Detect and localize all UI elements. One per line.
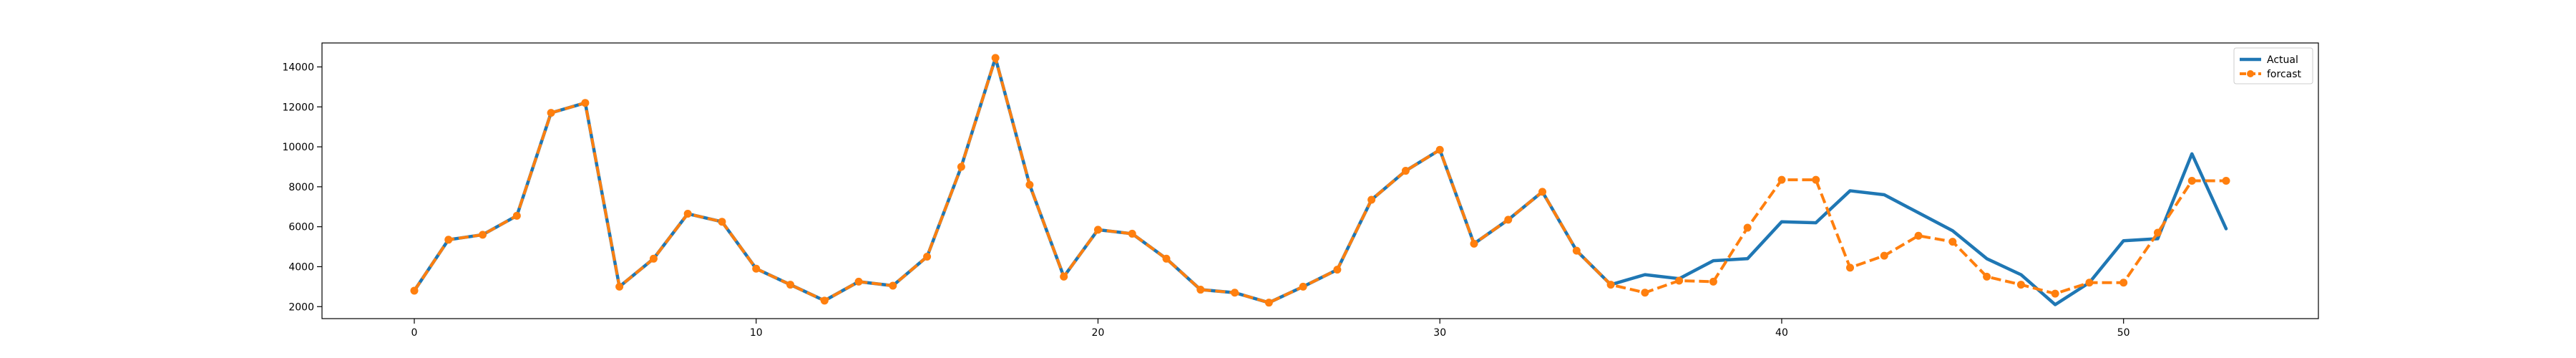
x-tick-label: 0: [411, 327, 418, 339]
data-point-forcast: [1572, 246, 1581, 255]
data-point-forcast: [786, 281, 794, 289]
data-point-forcast: [1435, 145, 1444, 154]
data-point-forcast: [1983, 272, 1991, 281]
data-point-forcast: [991, 54, 1000, 62]
data-point-forcast: [820, 296, 829, 305]
data-point-forcast: [718, 218, 726, 226]
y-tick-label: 6000: [288, 222, 314, 233]
data-point-forcast: [1948, 238, 1957, 246]
data-point-forcast: [1709, 277, 1717, 286]
data-point-forcast: [1777, 175, 1786, 184]
y-tick-label: 2000: [288, 301, 314, 313]
data-point-forcast: [854, 277, 863, 286]
data-point-forcast: [889, 281, 897, 290]
legend: Actual forcast: [2233, 47, 2313, 84]
data-point-forcast: [683, 210, 692, 218]
x-tick-label: 50: [2117, 327, 2130, 339]
y-tick-label: 12000: [282, 102, 314, 113]
data-point-forcast: [1606, 281, 1615, 289]
y-tick-label: 8000: [288, 182, 314, 193]
y-tick-label: 4000: [288, 261, 314, 273]
data-point-forcast: [1025, 180, 1034, 189]
data-point-forcast: [581, 99, 590, 107]
data-point-forcast: [649, 254, 658, 263]
data-point-forcast: [1367, 195, 1376, 204]
data-point-forcast: [2016, 281, 2025, 289]
plot-frame: [321, 42, 2319, 319]
data-point-forcast: [410, 286, 419, 295]
y-tick-label: 14000: [282, 62, 314, 73]
axes-layer: 0 10 20 30 40 50 2000 4000 6000 8000 10000 12000 140…: [282, 42, 2319, 339]
data-point-forcast: [1641, 289, 1649, 297]
data-point-forcast: [957, 163, 965, 171]
y-tick-label: 10000: [282, 142, 314, 153]
legend-label-forcast: forcast: [2267, 69, 2302, 80]
data-point-forcast: [615, 282, 624, 291]
legend-marker-forcast: [2247, 70, 2254, 77]
data-point-forcast: [512, 211, 521, 220]
data-point-forcast: [1470, 239, 1478, 248]
data-point-forcast: [1880, 251, 1888, 260]
data-point-forcast: [1299, 282, 1307, 291]
data-point-forcast: [1675, 276, 1684, 285]
data-point-forcast: [2222, 177, 2230, 185]
data-point-forcast: [1093, 226, 1102, 234]
data-point-forcast: [923, 253, 932, 261]
legend-label-actual: Actual: [2267, 54, 2298, 66]
data-point-forcast: [1914, 231, 1923, 240]
data-point-forcast: [752, 264, 761, 273]
data-point-forcast: [1231, 289, 1239, 297]
data-point-forcast: [2119, 279, 2128, 287]
data-point-forcast: [1812, 175, 1820, 184]
data-point-forcast: [444, 236, 453, 244]
data-point-forcast: [1401, 167, 1410, 175]
x-tick-label: 30: [1433, 327, 1446, 339]
x-tick-label: 40: [1775, 327, 1788, 339]
data-point-forcast: [1743, 223, 1752, 232]
data-point-forcast: [1128, 229, 1136, 238]
data-point-forcast: [1196, 286, 1205, 294]
data-point-forcast: [1060, 272, 1068, 281]
data-point-forcast: [1504, 216, 1513, 224]
data-point-forcast: [1264, 299, 1273, 307]
series-line-forcast: [413, 56, 2227, 304]
data-point-forcast: [2085, 279, 2094, 287]
data-point-forcast: [2153, 228, 2162, 237]
data-point-forcast: [1333, 266, 1342, 274]
data-point-forcast: [1162, 254, 1171, 263]
data-point-forcast: [1538, 188, 1547, 196]
data-point-forcast: [1846, 263, 1854, 272]
data-point-forcast: [2051, 289, 2059, 298]
data-point-forcast: [547, 109, 555, 117]
data-point-forcast: [479, 231, 487, 239]
x-tick-label: 20: [1092, 327, 1105, 339]
x-tick-label: 10: [750, 327, 763, 339]
data-point-forcast: [2187, 177, 2196, 185]
series-layer: [410, 54, 2230, 307]
